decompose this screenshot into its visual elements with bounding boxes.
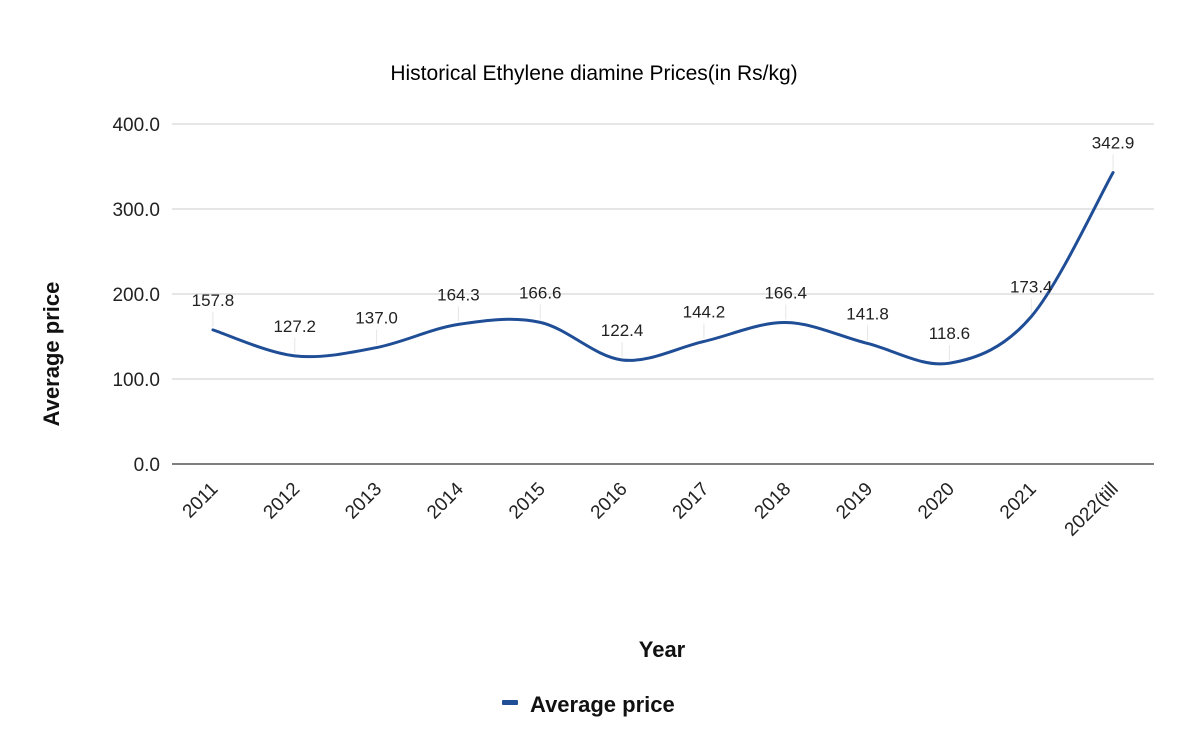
legend-label: Average price [530, 692, 675, 717]
x-axis-ticks: 2011 2012 2013 2014 2015 2016 2017 2018 2019 2020… [179, 478, 1123, 540]
data-point [1029, 315, 1033, 319]
series-lines [211, 171, 1115, 366]
x-tick-label: 2012 [260, 479, 305, 524]
data-point [456, 322, 460, 326]
x-tick-label: 2021 [996, 479, 1041, 524]
data-label: 342.9 [1092, 134, 1135, 153]
x-tick-label: 2015 [505, 479, 550, 524]
data-point [702, 339, 706, 343]
x-tick-label: 2017 [669, 479, 714, 524]
legend-swatch [502, 700, 518, 705]
legend: Average price [502, 692, 675, 717]
data-labels: 157.8 127.2 137.0 164.3 166.6 122.4 144.2 166.4… [192, 134, 1135, 344]
x-tick-label: 2011 [179, 479, 223, 523]
x-tick-label: 2022(till [1061, 479, 1123, 541]
data-point [947, 361, 951, 365]
x-tick-label: 2013 [341, 479, 386, 524]
data-label: 166.4 [764, 284, 807, 303]
y-axis-title: Average price [39, 282, 64, 427]
y-tick-label: 0.0 [134, 455, 160, 476]
y-tick-label: 100.0 [112, 370, 160, 391]
data-label: 141.8 [846, 304, 889, 323]
data-label: 127.2 [273, 317, 316, 336]
data-point [784, 321, 788, 325]
x-tick-label: 2014 [423, 478, 468, 523]
data-point [866, 341, 870, 345]
x-tick-label: 2016 [587, 479, 632, 524]
y-tick-label: 200.0 [112, 285, 160, 306]
data-label: 157.8 [192, 291, 235, 310]
y-tick-label: 300.0 [112, 200, 160, 221]
data-point [375, 346, 379, 350]
data-label-leaders [212, 154, 1114, 361]
y-tick-label: 400.0 [112, 115, 160, 136]
x-tick-label: 2018 [751, 479, 796, 524]
data-point [293, 354, 297, 358]
x-tick-label: 2020 [914, 479, 959, 524]
data-label: 166.6 [519, 283, 562, 302]
data-label: 173.4 [1010, 278, 1053, 297]
data-label: 144.2 [683, 302, 726, 321]
data-point [620, 358, 624, 362]
y-axis-ticks: 0.0 100.0 200.0 300.0 400.0 [112, 115, 160, 476]
data-label: 137.0 [355, 309, 398, 328]
data-label: 122.4 [601, 321, 644, 340]
x-tick-label: 2019 [832, 479, 877, 524]
gridlines [172, 123, 1154, 465]
chart-title: Historical Ethylene diamine Prices(in Rs… [390, 62, 797, 85]
data-point [538, 320, 542, 324]
data-point [1111, 171, 1115, 175]
x-axis-title: Year [639, 637, 686, 662]
data-label: 164.3 [437, 285, 480, 304]
series-line [211, 171, 1115, 366]
data-label: 118.6 [929, 324, 970, 343]
data-point [211, 328, 215, 332]
